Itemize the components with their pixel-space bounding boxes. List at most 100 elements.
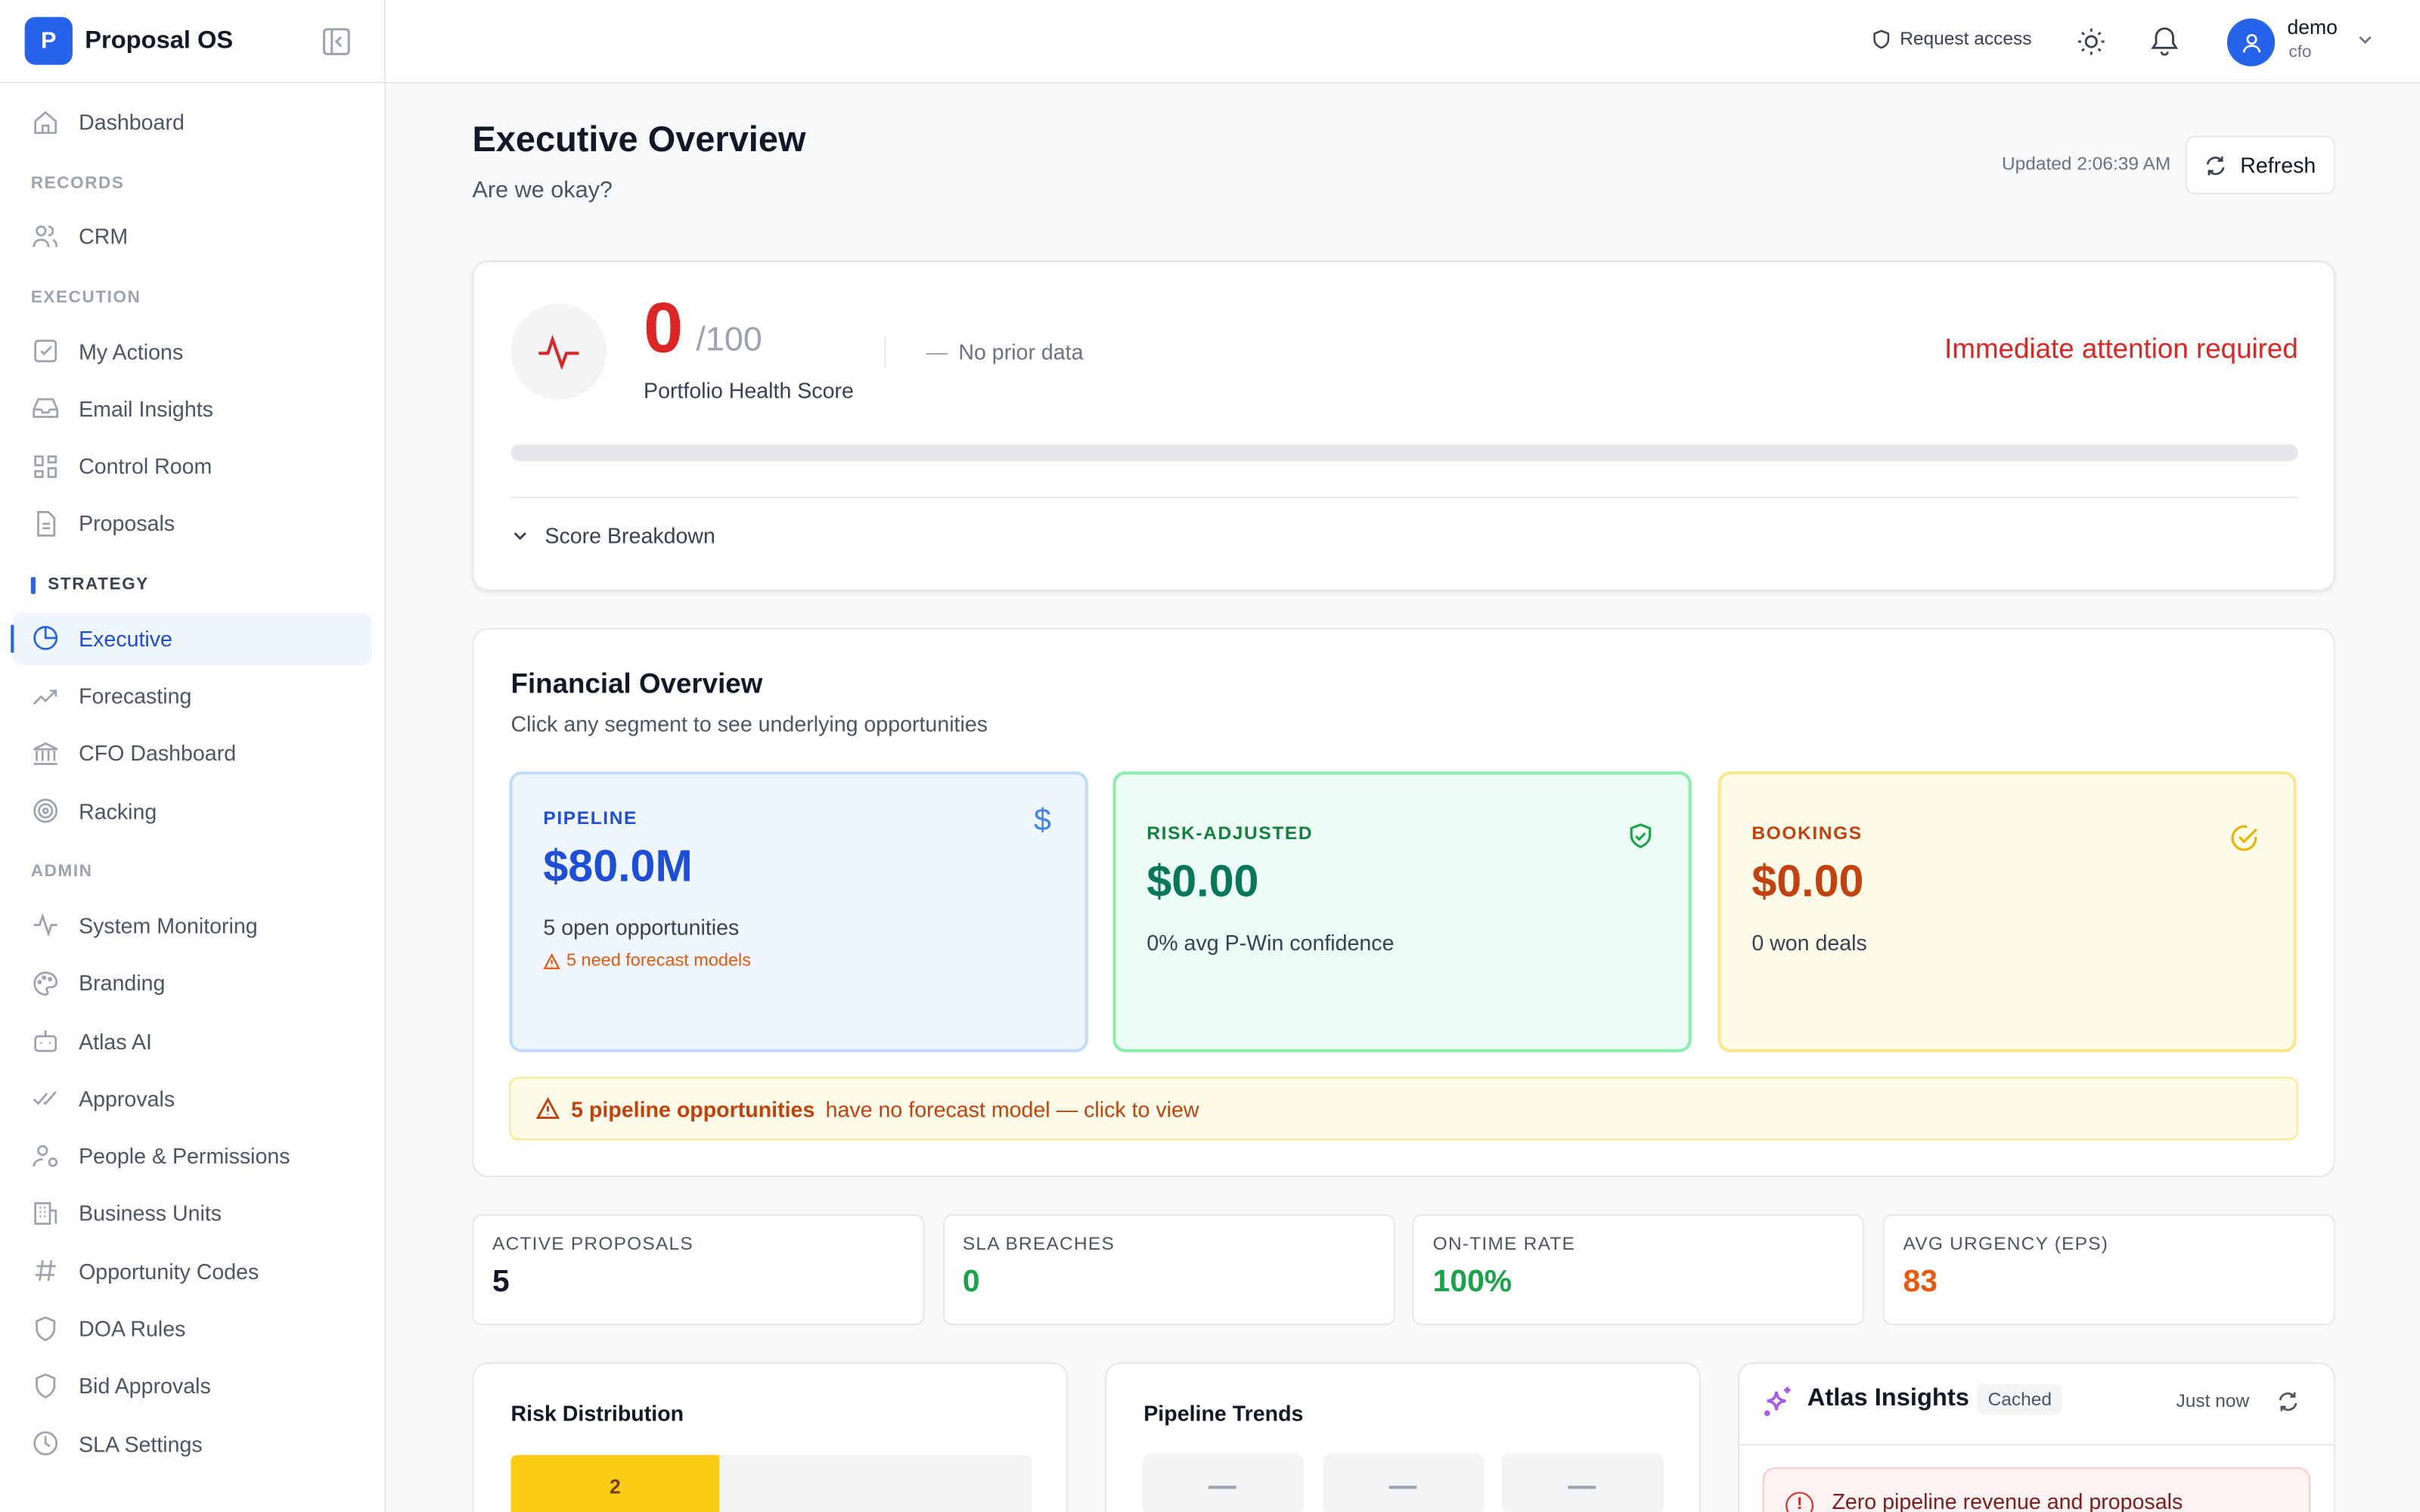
system-monitoring-icon [33,913,57,938]
pipeline-value: $80.0M [543,842,693,892]
risk-adjusted-sub: 0% avg P-Win confidence [1146,930,1395,956]
atlas-refresh-icon[interactable] [2276,1390,2300,1414]
top-bar [386,0,2420,84]
prior-data-text: No prior data [958,339,1084,364]
proposals-icon [37,510,56,537]
sidebar-item-dashboard[interactable]: Dashboard [12,96,372,148]
branding-icon [33,971,58,996]
user-avatar[interactable] [2226,18,2276,67]
sidebar-item-executive[interactable]: Executive [11,612,372,665]
user-role: cfo [2288,43,2312,62]
sidebar-nav: Dashboard RECORDS CRM EXECUTION My Actions Em… [0,83,384,1470]
sidebar-item-label: DOA Rules [79,1315,186,1341]
bookings-segment[interactable]: BOOKINGS $0.00 0 won deals [1717,771,2297,1052]
sidebar-item-my-actions[interactable]: My Actions [12,325,372,377]
insight-alert[interactable]: ! Zero pipeline revenue and proposals [1762,1467,2311,1512]
trend-dash: — [926,339,948,364]
health-score-label: Portfolio Health Score [644,377,854,403]
health-progress-bar [510,444,2298,462]
refresh-label: Refresh [2240,153,2316,178]
updated-timestamp: Updated 2:06:39 AM [2001,153,2171,175]
dollar-icon: $ [1034,804,1051,838]
risk-distribution-title: Risk Distribution [510,1401,684,1426]
theme-toggle-sun-icon[interactable] [2076,26,2107,57]
sidebar-item-system-monitoring[interactable]: System Monitoring [12,900,372,952]
sidebar-item-label: Dashboard [79,109,185,135]
kpi-value: 0 [962,1265,980,1300]
crm-icon [33,225,58,247]
risk-distribution-bar: 2 [510,1455,1033,1512]
bid-approvals-icon [36,1373,56,1399]
sidebar-item-label: Email Insights [79,396,213,421]
forecast-warning-text: 5 need forecast models [566,952,751,971]
sidebar-item-label: Opportunity Codes [79,1258,259,1284]
my-actions-icon [34,339,57,363]
atlas-ai-icon [34,1030,57,1052]
cached-badge: Cached [1977,1383,2063,1415]
sidebar-section-execution: EXECUTION [30,288,141,308]
check-circle-icon [2229,823,2260,854]
app-name: Proposal OS [85,26,234,54]
risk-adjusted-value: $0.00 [1146,857,1259,907]
user-menu-chevron-down-icon[interactable] [2356,31,2373,48]
people-permissions-icon [33,1144,58,1167]
executive-icon [33,626,58,651]
kpi-value: 83 [1903,1265,1938,1300]
notifications-bell-icon[interactable] [2150,25,2180,56]
forecast-alert-banner[interactable]: 5 pipeline opportunities have no forecast… [509,1077,2298,1141]
atlas-title: Atlas Insights [1807,1385,1969,1412]
divider [510,497,2298,499]
risk-bar-segment[interactable]: 2 [510,1455,720,1512]
cfo-dashboard-icon [33,742,58,765]
opportunity-codes-icon [35,1260,56,1281]
sidebar-item-people-permissions[interactable]: People & Permissions [12,1129,372,1182]
sidebar-item-sla-settings[interactable]: SLA Settings [12,1418,372,1470]
financial-title: Financial Overview [510,668,763,699]
racking-icon [33,798,58,823]
risk-adjusted-segment[interactable]: RISK-ADJUSTED $0.00 0% avg P-Win confide… [1112,771,1692,1052]
sidebar: P Proposal OS Dashboard RECORDS CRM EXECUTI… [0,0,386,1512]
sidebar-item-label: Forecasting [79,683,192,708]
sidebar-item-bid-approvals[interactable]: Bid Approvals [12,1360,372,1412]
sidebar-item-opportunity-codes[interactable]: Opportunity Codes [12,1244,372,1297]
sidebar-item-cfo-dashboard[interactable]: CFO Dashboard [12,727,372,779]
sidebar-item-email-insights[interactable]: Email Insights [12,383,372,435]
sidebar-item-racking[interactable]: Racking [12,785,372,837]
sidebar-item-crm[interactable]: CRM [12,210,372,262]
request-access-button[interactable]: Request access [1872,28,2032,49]
health-score-value: 0 [644,287,684,367]
sidebar-item-doa-rules[interactable]: DOA Rules [12,1303,372,1355]
sidebar-item-label: CFO Dashboard [79,741,237,767]
sla-settings-icon [33,1431,58,1456]
collapse-sidebar-icon[interactable] [323,28,351,56]
sidebar-section-strategy: STRATEGY [12,555,372,612]
sidebar-item-label: Bid Approvals [79,1374,211,1399]
alert-text: have no forecast model — click to view [825,1095,1199,1121]
refresh-button[interactable]: Refresh [2185,135,2335,195]
divider [884,336,886,367]
sidebar-item-label: Atlas AI [79,1028,152,1053]
sidebar-item-label: Branding [79,971,166,996]
sidebar-item-label: Proposals [79,511,175,537]
sidebar-item-forecasting[interactable]: Forecasting [12,670,372,722]
alert-bold-text: 5 pipeline opportunities [571,1095,815,1121]
alert-circle-icon: ! [1786,1492,1813,1512]
sidebar-item-control-room[interactable]: Control Room [12,440,372,492]
forecasting-icon [33,689,57,705]
score-breakdown-toggle[interactable]: Score Breakdown [511,523,715,547]
sidebar-item-approvals[interactable]: Approvals [12,1072,372,1124]
bookings-value: $0.00 [1751,857,1864,907]
page-title: Executive Overview [472,119,806,160]
sidebar-item-proposals[interactable]: Proposals [12,497,372,550]
sidebar-item-label: CRM [79,224,129,249]
sidebar-item-atlas-ai[interactable]: Atlas AI [12,1015,372,1067]
pipeline-segment[interactable]: PIPELINE $80.0M 5 open opportunities 5 n… [509,771,1088,1052]
forecast-warning[interactable]: 5 need forecast models [543,952,751,971]
business-units-icon [34,1202,57,1225]
control-room-icon [34,454,57,478]
insight-title: Zero pipeline revenue and proposals [1832,1489,2183,1512]
health-status: Immediate attention required [1944,333,2298,364]
sidebar-item-label: Racking [79,798,157,824]
sidebar-item-branding[interactable]: Branding [12,957,372,1009]
sidebar-item-business-units[interactable]: Business Units [12,1187,372,1239]
